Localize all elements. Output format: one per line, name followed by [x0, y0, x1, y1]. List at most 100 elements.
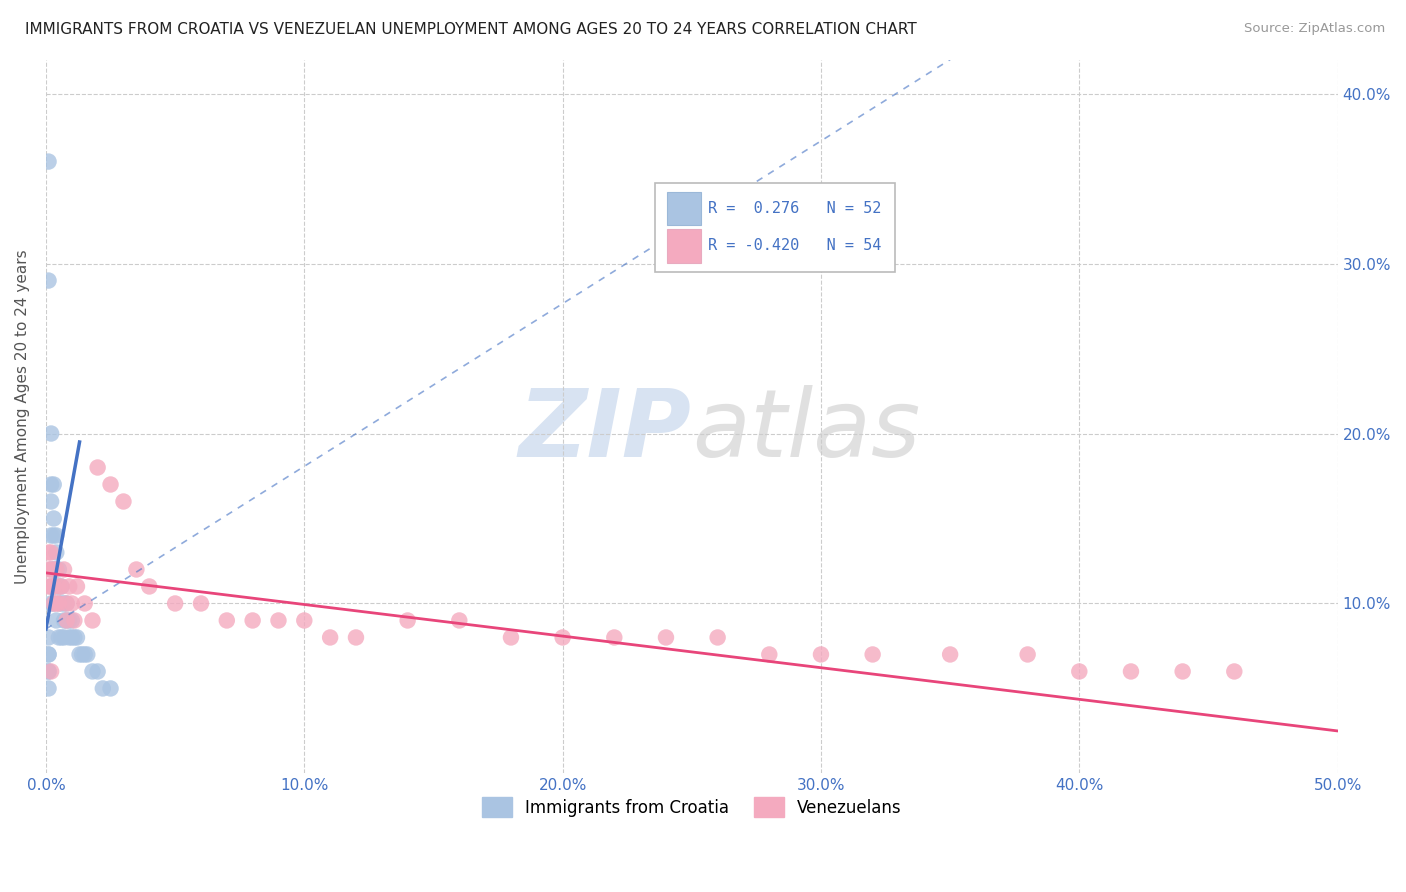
Point: [165, 597, 187, 611]
Point: [125, 562, 148, 576]
Point: [53, 614, 76, 628]
Point: [551, 631, 574, 645]
Point: [1223, 665, 1246, 679]
Point: [45, 614, 67, 628]
Point: [39, 665, 62, 679]
Point: [758, 648, 780, 662]
Point: [38, 681, 60, 696]
Y-axis label: Unemployment Among Ages 20 to 24 years: Unemployment Among Ages 20 to 24 years: [15, 249, 30, 584]
Point: [39, 562, 62, 576]
Point: [48, 579, 70, 593]
Point: [706, 631, 728, 645]
Point: [655, 631, 678, 645]
Point: [51, 579, 73, 593]
Point: [55, 614, 77, 628]
Legend: Immigrants from Croatia, Venezuelans: Immigrants from Croatia, Venezuelans: [474, 789, 910, 826]
Point: [55, 597, 77, 611]
Point: [499, 631, 522, 645]
Point: [58, 614, 80, 628]
Point: [60, 597, 83, 611]
Point: [86, 460, 108, 475]
Point: [38, 648, 60, 662]
Point: [45, 597, 67, 611]
Point: [39, 562, 62, 576]
Point: [39, 426, 62, 441]
Point: [73, 597, 96, 611]
Point: [242, 614, 264, 628]
Point: [100, 477, 122, 491]
Point: [39, 545, 62, 559]
Point: [66, 579, 89, 593]
Point: [267, 614, 290, 628]
Point: [112, 494, 135, 508]
Point: [603, 631, 626, 645]
Point: [1119, 665, 1142, 679]
Point: [38, 665, 60, 679]
Point: [38, 545, 60, 559]
Point: [42, 597, 65, 611]
Point: [38, 154, 60, 169]
Point: [55, 597, 77, 611]
Text: IMMIGRANTS FROM CROATIA VS VENEZUELAN UNEMPLOYMENT AMONG AGES 20 TO 24 YEARS COR: IMMIGRANTS FROM CROATIA VS VENEZUELAN UN…: [25, 22, 917, 37]
Point: [45, 528, 67, 542]
Point: [862, 648, 884, 662]
Point: [39, 597, 62, 611]
Point: [42, 511, 65, 525]
Text: ZIP: ZIP: [519, 384, 692, 477]
Point: [82, 665, 104, 679]
Point: [73, 648, 96, 662]
Point: [1017, 648, 1039, 662]
Point: [1171, 665, 1194, 679]
Point: [53, 631, 76, 645]
Point: [38, 665, 60, 679]
Point: [38, 274, 60, 288]
Point: [190, 597, 212, 611]
Point: [48, 562, 70, 576]
Point: [76, 648, 98, 662]
Point: [70, 648, 93, 662]
Point: [100, 681, 122, 696]
Point: [58, 631, 80, 645]
Point: [1069, 665, 1091, 679]
Text: atlas: atlas: [692, 385, 920, 476]
Point: [39, 528, 62, 542]
Point: [86, 665, 108, 679]
Point: [39, 579, 62, 593]
Text: Source: ZipAtlas.com: Source: ZipAtlas.com: [1244, 22, 1385, 36]
Point: [138, 579, 160, 593]
Point: [344, 631, 367, 645]
Point: [51, 597, 73, 611]
Point: [45, 545, 67, 559]
Point: [42, 528, 65, 542]
Point: [42, 579, 65, 593]
Point: [42, 562, 65, 576]
Point: [42, 579, 65, 593]
Point: [69, 648, 91, 662]
Point: [39, 477, 62, 491]
Point: [45, 562, 67, 576]
Point: [82, 614, 104, 628]
Text: R = -0.420   N = 54: R = -0.420 N = 54: [709, 238, 882, 253]
Point: [66, 631, 89, 645]
Point: [42, 477, 65, 491]
Point: [215, 614, 238, 628]
Point: [48, 579, 70, 593]
Point: [939, 648, 962, 662]
Text: R =  0.276   N = 52: R = 0.276 N = 52: [709, 201, 882, 216]
Point: [51, 579, 73, 593]
Point: [38, 648, 60, 662]
Point: [60, 614, 83, 628]
Point: [58, 579, 80, 593]
Point: [55, 614, 77, 628]
Point: [396, 614, 419, 628]
Point: [810, 648, 832, 662]
Point: [319, 631, 342, 645]
Point: [45, 562, 67, 576]
Point: [292, 614, 315, 628]
Point: [51, 631, 73, 645]
Point: [63, 614, 86, 628]
Point: [60, 631, 83, 645]
Point: [53, 597, 76, 611]
Point: [53, 562, 76, 576]
Point: [48, 597, 70, 611]
